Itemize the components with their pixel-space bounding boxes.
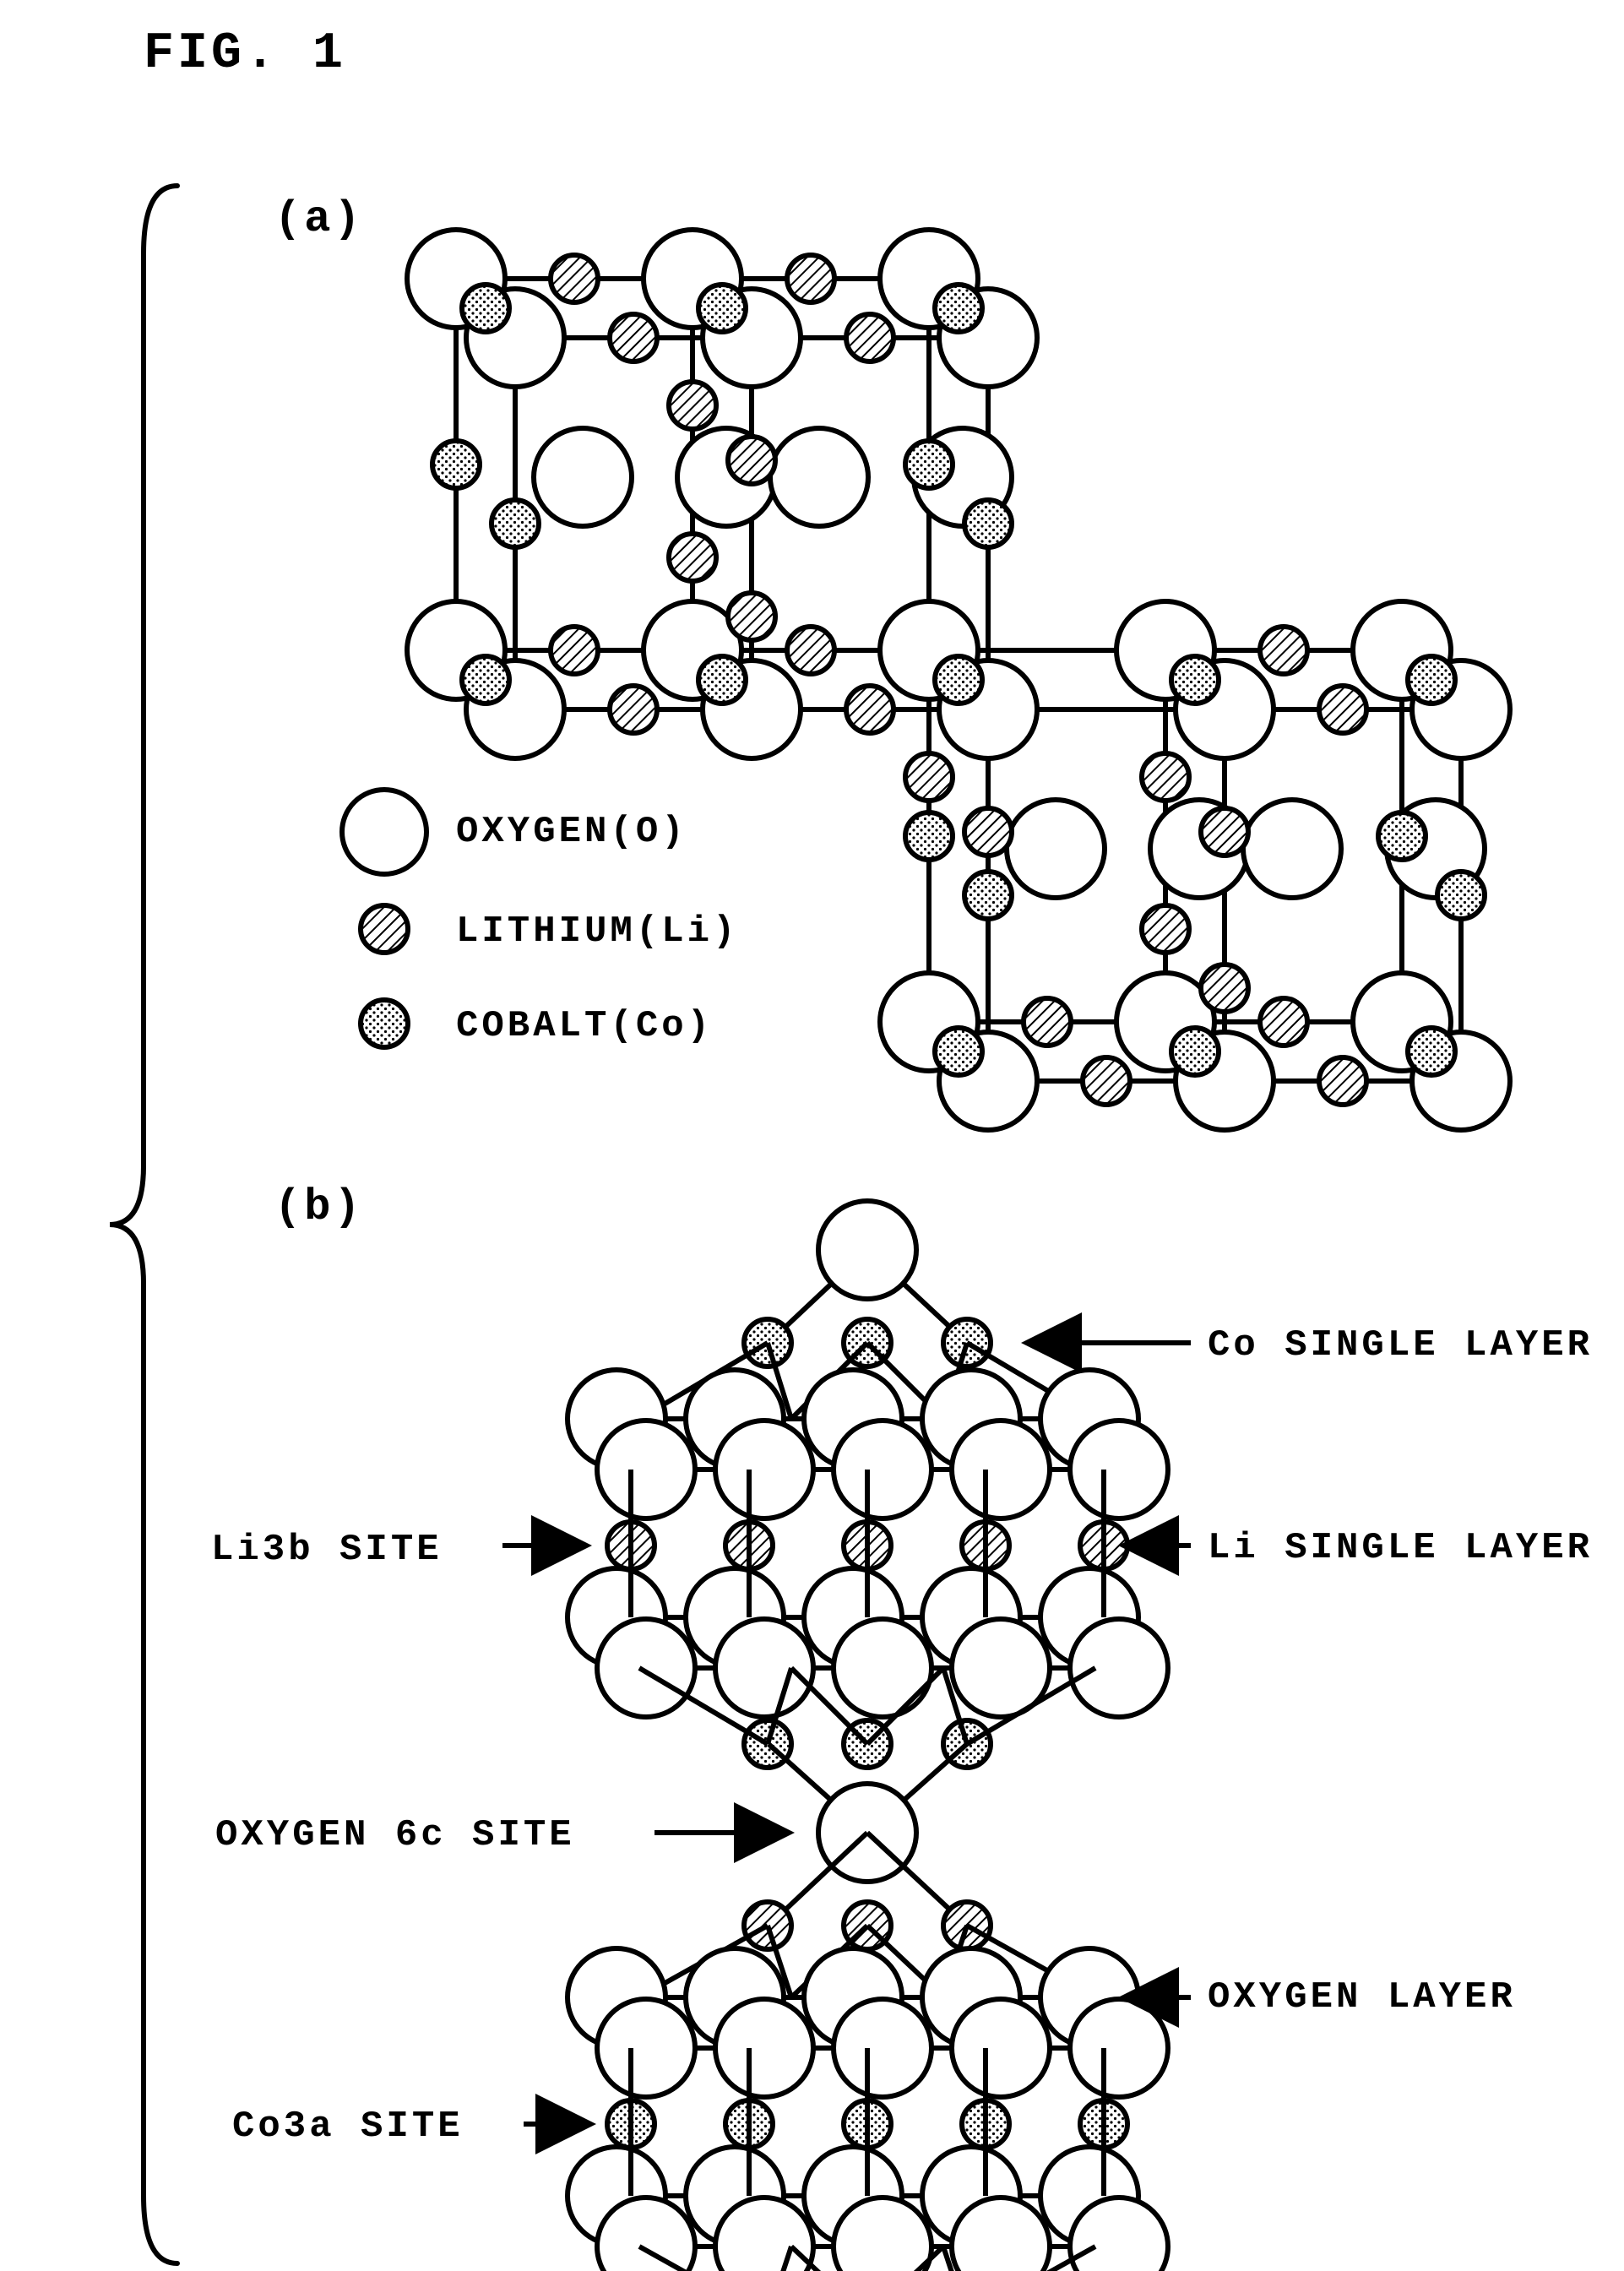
lithium-atom bbox=[728, 437, 775, 484]
cobalt-atom bbox=[905, 441, 953, 488]
legend-oxygen-swatch bbox=[342, 790, 426, 874]
lithium-atom bbox=[551, 255, 598, 302]
oxygen-atom bbox=[952, 2198, 1050, 2271]
figure-svg bbox=[0, 0, 1624, 2271]
cobalt-atom bbox=[1408, 1028, 1455, 1075]
oxygen-atom bbox=[1243, 800, 1341, 898]
oxygen-atom bbox=[597, 2198, 695, 2271]
lithium-atom bbox=[1260, 998, 1307, 1046]
oxygen-atom bbox=[834, 1999, 931, 2097]
figure-brace bbox=[110, 186, 177, 2263]
oxygen-atom bbox=[597, 1999, 695, 2097]
cobalt-atom bbox=[964, 500, 1012, 547]
lithium-atom bbox=[1024, 998, 1071, 1046]
oxygen-atom bbox=[715, 1619, 813, 1717]
oxygen-atom bbox=[1070, 1619, 1168, 1717]
cobalt-atom bbox=[964, 872, 1012, 919]
oxygen-atom bbox=[952, 1999, 1050, 2097]
cobalt-atom bbox=[698, 656, 746, 704]
oxygen-atom bbox=[952, 1421, 1050, 1519]
oxygen-atom bbox=[834, 1421, 931, 1519]
figure-1: FIG. 1 (a) (b) OXYGEN(O) LITHIUM(Li) COB… bbox=[0, 0, 1624, 2271]
cobalt-atom bbox=[935, 285, 982, 332]
lithium-atom bbox=[846, 686, 893, 733]
oxygen-atom bbox=[1070, 1421, 1168, 1519]
oxygen-atom bbox=[770, 428, 868, 526]
lithium-atom bbox=[787, 627, 834, 674]
oxygen-atom bbox=[1070, 1999, 1168, 2097]
cobalt-atom bbox=[935, 1028, 982, 1075]
cobalt-atom bbox=[698, 285, 746, 332]
lithium-atom bbox=[1201, 808, 1248, 856]
lithium-atom bbox=[669, 382, 716, 429]
oxygen-atom bbox=[715, 1999, 813, 2097]
lithium-atom bbox=[846, 314, 893, 361]
oxygen-atom bbox=[715, 2198, 813, 2271]
cobalt-atom bbox=[905, 812, 953, 860]
cobalt-atom bbox=[1408, 656, 1455, 704]
diagram-b bbox=[568, 1201, 1168, 2271]
lithium-atom bbox=[610, 686, 657, 733]
lithium-atom bbox=[610, 314, 657, 361]
lithium-atom bbox=[1260, 627, 1307, 674]
lithium-atom bbox=[1319, 1057, 1366, 1105]
oxygen-atom bbox=[597, 1619, 695, 1717]
cobalt-atom bbox=[432, 441, 480, 488]
lithium-atom bbox=[669, 534, 716, 581]
oxygen-atom bbox=[818, 1201, 916, 1299]
lithium-atom bbox=[1319, 686, 1366, 733]
oxygen-atom bbox=[834, 2198, 931, 2271]
cobalt-atom bbox=[1378, 812, 1426, 860]
lithium-atom bbox=[1142, 753, 1189, 801]
oxygen-atom bbox=[534, 428, 632, 526]
lithium-atom bbox=[1142, 905, 1189, 953]
lithium-atom bbox=[964, 808, 1012, 856]
lithium-atom bbox=[551, 627, 598, 674]
oxygen-atom bbox=[1007, 800, 1105, 898]
oxygen-atom bbox=[715, 1421, 813, 1519]
cobalt-atom bbox=[462, 285, 509, 332]
lithium-atom bbox=[787, 255, 834, 302]
oxygen-atom bbox=[1070, 2198, 1168, 2271]
oxygen-atom bbox=[597, 1421, 695, 1519]
cobalt-atom bbox=[1437, 872, 1485, 919]
lithium-atom bbox=[905, 753, 953, 801]
lithium-atom bbox=[1201, 964, 1248, 1012]
cobalt-atom bbox=[462, 656, 509, 704]
cobalt-atom bbox=[1171, 656, 1219, 704]
diagram-a bbox=[407, 230, 1510, 1130]
cobalt-atom bbox=[935, 656, 982, 704]
legend-cobalt-swatch bbox=[361, 1000, 408, 1047]
cobalt-atom bbox=[492, 500, 539, 547]
lithium-atom bbox=[728, 593, 775, 640]
oxygen-atom bbox=[834, 1619, 931, 1717]
cobalt-atom bbox=[1171, 1028, 1219, 1075]
legend bbox=[342, 790, 426, 1047]
legend-lithium-swatch bbox=[361, 905, 408, 953]
lithium-atom bbox=[1083, 1057, 1130, 1105]
